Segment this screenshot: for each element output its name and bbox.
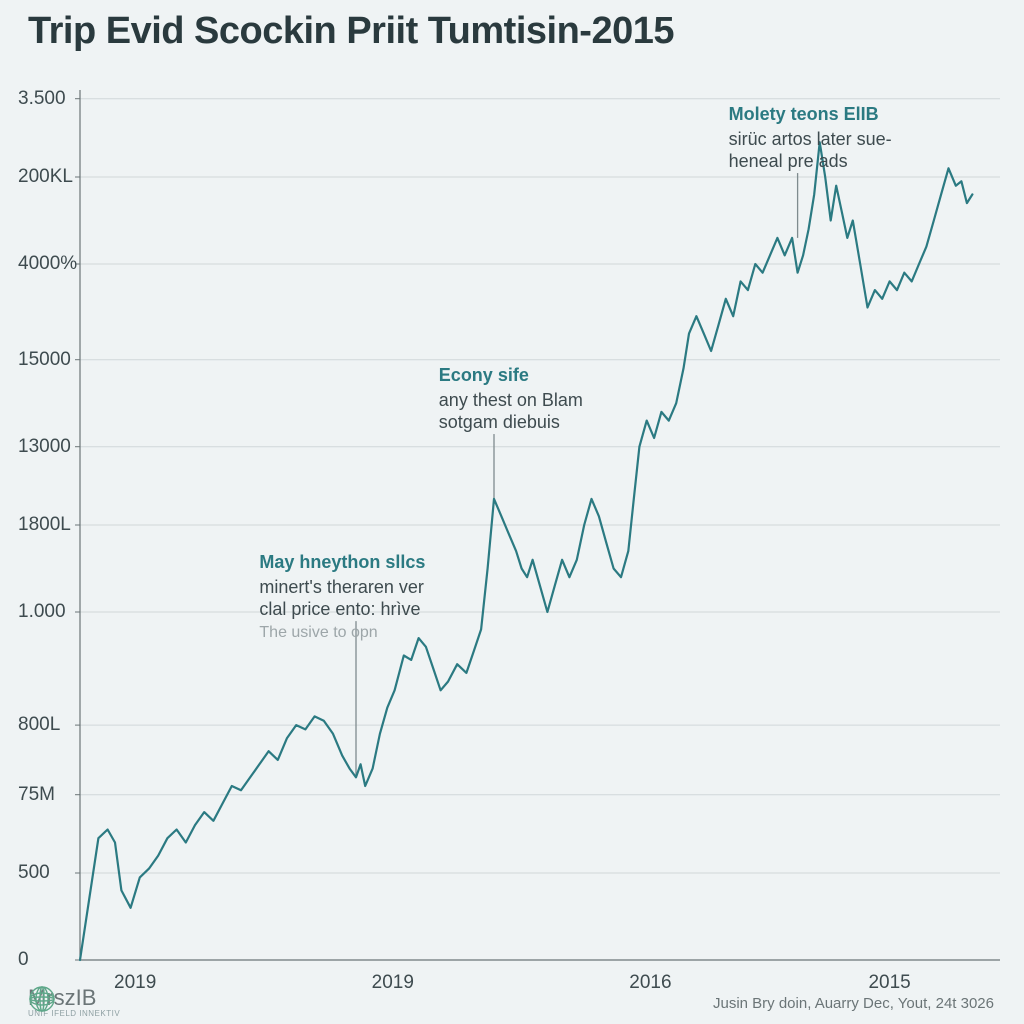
annotation-title: Molety teons ElIB bbox=[729, 103, 892, 126]
annotation-body: minert's theraren verclal price ento: hr… bbox=[259, 576, 425, 621]
annotation-subtext: The usive to opn bbox=[259, 623, 425, 643]
annotation-title: Econy sife bbox=[439, 364, 583, 387]
footer-brand: MrszIB UNIF IFELD INNEKTIV bbox=[28, 985, 120, 1018]
y-tick-label: 500 bbox=[18, 862, 78, 884]
y-tick-label: 800L bbox=[18, 714, 78, 736]
y-tick-label: 15000 bbox=[18, 349, 78, 371]
y-tick-label: 1800L bbox=[18, 514, 78, 536]
ann-1: May hneython sllcsminert's theraren verc… bbox=[259, 551, 425, 643]
chart-container: Trip Evid Scockin Priit Tumtisin-2015 05… bbox=[0, 0, 1024, 1024]
x-tick-label: 2016 bbox=[629, 972, 671, 994]
annotation-body: any thest on Blamsotgam diebuis bbox=[439, 389, 583, 434]
annotation-title: May hneython sllcs bbox=[259, 551, 425, 574]
y-tick-label: 13000 bbox=[18, 436, 78, 458]
x-tick-label: 2019 bbox=[372, 972, 414, 994]
ann-2: Econy sifeany thest on Blamsotgam diebui… bbox=[439, 364, 583, 434]
x-tick-label: 2019 bbox=[114, 972, 156, 994]
ann-3: Molety teons ElIBsirüc artos later sue-h… bbox=[729, 103, 892, 173]
y-tick-label: 3.500 bbox=[18, 88, 78, 110]
grid-lines bbox=[80, 99, 1000, 960]
y-tick-label: 75M bbox=[18, 784, 78, 806]
y-tick-label: 4000% bbox=[18, 253, 78, 275]
globe-icon bbox=[28, 985, 56, 1013]
y-tick-label: 1.000 bbox=[18, 601, 78, 623]
y-tick-label: 0 bbox=[18, 949, 78, 971]
y-tick-label: 200KL bbox=[18, 166, 78, 188]
footer-credit: Jusin Bry doin, Auarry Dec, Yout, 24t 30… bbox=[713, 995, 994, 1012]
annotation-body: sirüc artos later sue-heneal pre ads bbox=[729, 128, 892, 173]
x-tick-label: 2015 bbox=[868, 972, 910, 994]
price-line-series bbox=[80, 142, 972, 960]
